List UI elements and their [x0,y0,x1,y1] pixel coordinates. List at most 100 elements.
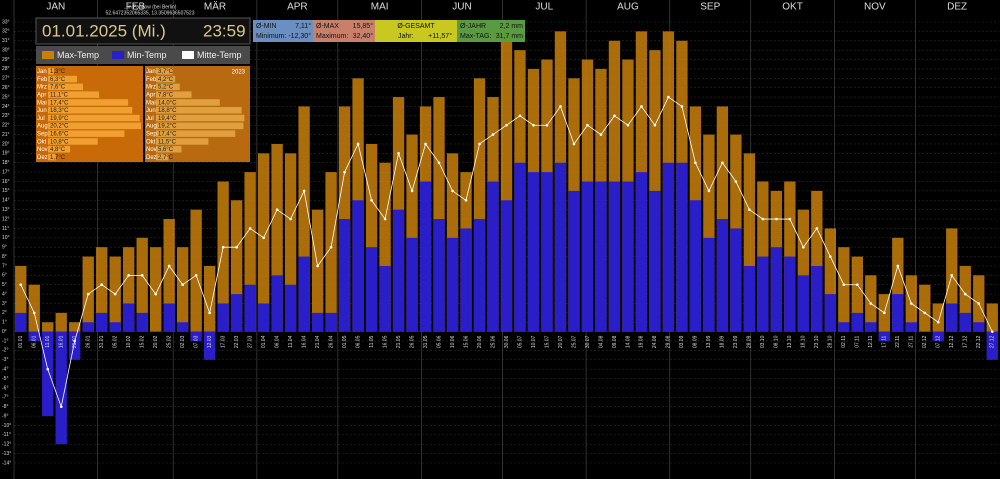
stat-value: -12,30° [288,32,311,40]
max-bar [959,265,971,332]
x-tick-label: 25.06 [490,335,496,348]
max-bar [69,322,81,332]
stat-cell [375,20,457,42]
mean-point [653,123,657,127]
x-tick-label: 03.09 [679,335,685,348]
month-value: 1,3°C [50,69,66,75]
mean-point [869,302,873,305]
stat-cell [313,20,375,42]
min-bar [230,294,243,332]
compare-value: 18,8°C [158,108,177,114]
min-bar [824,294,837,332]
min-bar [811,265,823,332]
month-label: JUN [452,2,471,13]
min-bar [946,303,958,332]
compare-bar [156,75,176,83]
mean-point [221,245,225,249]
month-value: 7,6°C [50,85,66,91]
mean-point [451,189,454,193]
x-tick-label: 20.07 [558,335,564,348]
month-name: Apr [37,92,46,98]
min-bar [460,228,472,332]
min-bar [865,322,877,332]
y-tick-label: 24° [2,104,10,110]
compare-bar [156,91,192,98]
month-name: Dez [37,155,48,161]
y-tick-label: 6° [2,273,7,279]
compare-bar [156,99,220,106]
mean-point [397,152,400,155]
min-bar [109,322,121,332]
mean-point [86,292,90,296]
stat-value: 2,2 mm [500,23,524,30]
y-tick-label: 31° [2,38,10,44]
month-label: MÄR [204,1,226,13]
month-label: JAN [46,2,65,13]
y-tick-label: -5° [2,376,8,382]
x-tick-label: 10.02 [126,335,132,348]
x-tick-label: 20.06 [477,335,483,348]
compare-bar [156,146,182,153]
mean-point [19,283,23,287]
stat-value: 31,7 mm [496,33,523,40]
month-label: FEB [126,2,146,13]
mean-point [842,283,846,287]
y-tick-label: -3° [2,357,8,363]
mean-point [343,170,346,174]
x-tick-label: 15.02 [140,335,146,348]
y-tick-label: -8° [2,404,8,410]
compare-value: 7,8°C [158,92,174,98]
month-name: Jul [146,116,154,122]
x-tick-label: 05.07 [517,335,523,348]
mean-point [208,311,211,315]
y-tick-label: -13° [2,451,11,457]
monthly-bar [48,153,56,161]
x-tick-label: 26.04 [328,335,334,348]
mean-point [640,105,643,108]
mean-point [383,217,387,221]
max-bar [163,219,175,332]
compare-bar [156,138,209,145]
mean-point [936,320,940,324]
y-tick-label: 4° [2,291,7,297]
min-bar [406,237,418,332]
min-bar [271,275,283,332]
min-bar [716,219,729,332]
mean-point [167,264,171,268]
min-bar [581,181,594,332]
mean-point [73,339,77,343]
min-bar [662,162,675,332]
max-bar [811,190,823,332]
compare-value: 14,0°C [158,100,177,106]
min-bar [15,312,27,332]
y-tick-label: 20° [2,141,10,147]
x-tick-label: 06.01 [32,335,38,348]
mean-point [370,198,373,202]
mean-point [356,142,360,146]
min-bar [649,190,661,332]
y-tick-label: 26° [2,85,10,91]
x-tick-label: 26.01 [86,335,92,348]
x-tick-label: 08.09 [693,335,699,348]
mean-point [775,217,778,221]
x-tick-label: 27.03 [247,335,253,348]
y-tick-label: 25° [2,94,10,100]
min-bar [608,181,621,332]
max-bar [851,256,863,332]
mean-point [883,311,886,315]
min-bar [298,256,310,332]
y-tick-label: 29° [2,57,10,63]
compare-bar [156,153,169,161]
stat-label: Maximum: [316,33,348,40]
x-tick-label: 21.05 [396,335,402,348]
min-bar [392,209,405,332]
x-tick-label: 01.01 [18,335,24,348]
compare-value: 5,2°C [158,85,174,91]
mean-point [491,133,495,136]
mean-point [181,283,184,287]
mean-point [32,311,36,315]
coordinates: 52.6472352065335, 13.3509636507523 [106,10,195,16]
min-bar [325,312,337,332]
min-bar [797,275,810,332]
max-bar [946,228,958,332]
